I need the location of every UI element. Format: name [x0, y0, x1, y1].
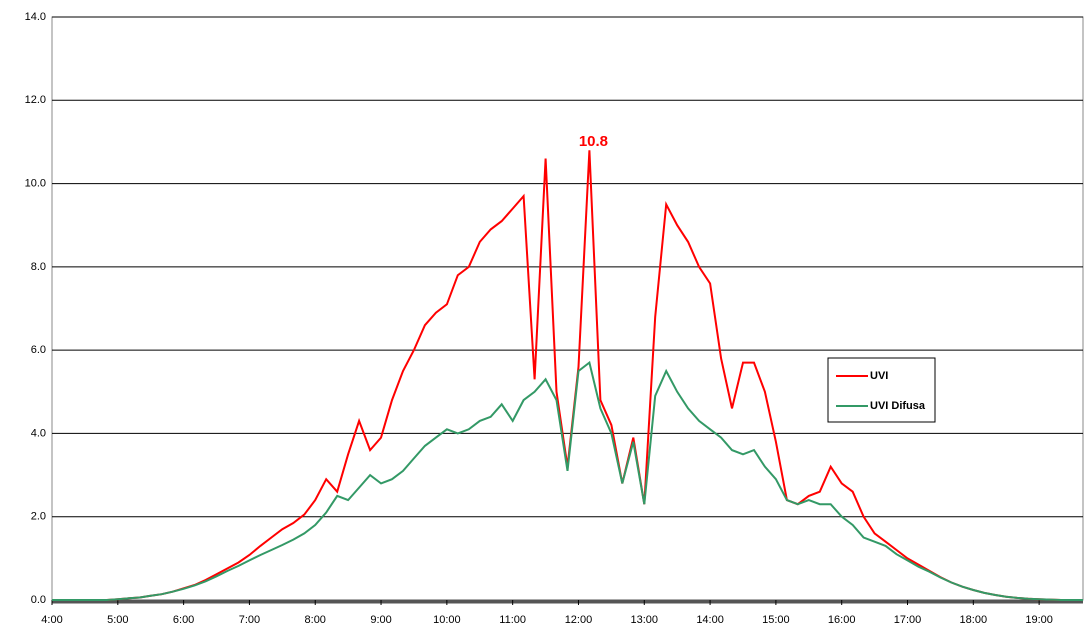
y-tick-label: 2.0	[31, 511, 46, 523]
x-tick-label: 15:00	[762, 614, 790, 626]
legend-box	[827, 357, 936, 423]
plot-area	[51, 16, 1084, 601]
legend-label: UVI	[870, 370, 888, 382]
y-tick-label: 8.0	[31, 261, 46, 273]
legend-label: UVI Difusa	[870, 400, 926, 412]
x-tick-label: 8:00	[305, 614, 326, 626]
x-tick-label: 17:00	[894, 614, 922, 626]
x-tick-label: 12:00	[565, 614, 593, 626]
x-tick-label: 4:00	[41, 614, 62, 626]
x-tick-label: 10:00	[433, 614, 461, 626]
x-tick-label: 6:00	[173, 614, 194, 626]
y-tick-label: 4.0	[31, 427, 46, 439]
x-tick-label: 13:00	[631, 614, 659, 626]
x-tick-label: 19:00	[1025, 614, 1053, 626]
x-tick-label: 7:00	[239, 614, 260, 626]
x-tick-label: 5:00	[107, 614, 128, 626]
x-tick-label: 14:00	[696, 614, 724, 626]
x-tick-label: 18:00	[960, 614, 988, 626]
y-tick-label: 6.0	[31, 344, 46, 356]
x-tick-label: 9:00	[370, 614, 391, 626]
annotation: 10.8	[579, 133, 608, 150]
series-line	[52, 360, 1083, 601]
y-tick-label: 14.0	[25, 11, 46, 23]
x-tick-label: 11:00	[499, 614, 526, 626]
y-tick-label: 0.0	[31, 594, 46, 606]
y-tick-label: 12.0	[25, 94, 46, 106]
x-tick-label: 16:00	[828, 614, 856, 626]
y-tick-label: 10.0	[25, 177, 46, 189]
